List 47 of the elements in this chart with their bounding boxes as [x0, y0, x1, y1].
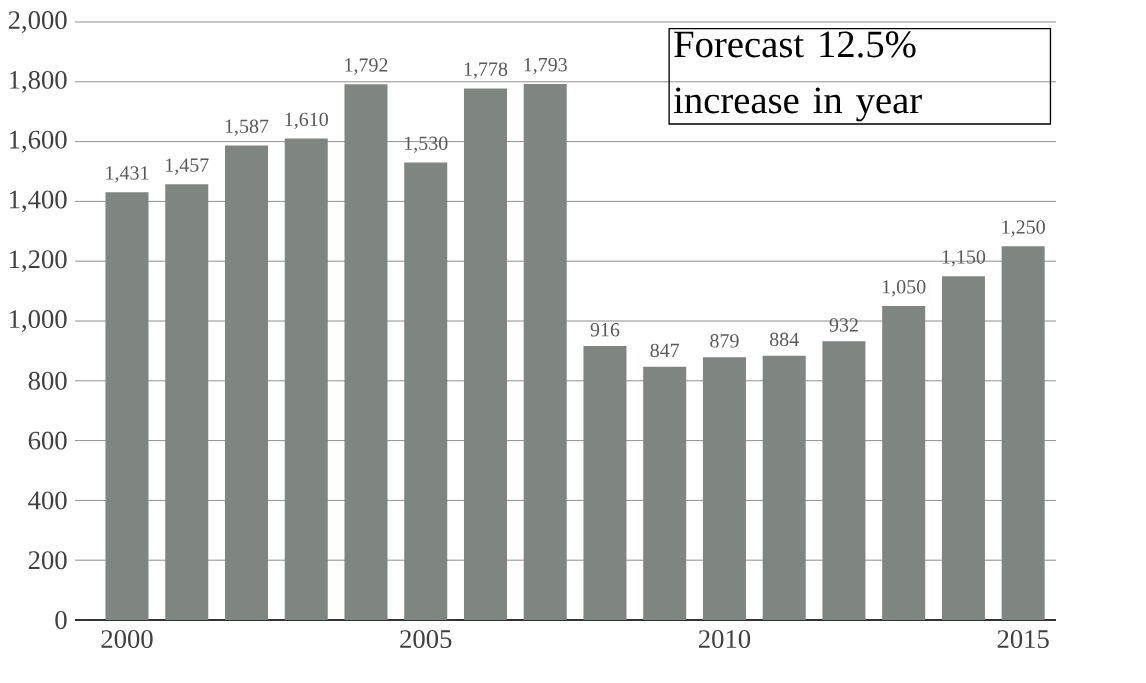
- data-label: 879: [710, 334, 739, 348]
- data-label: 1,587: [225, 119, 269, 136]
- y-tick-label: 600: [28, 431, 67, 450]
- bar: [583, 346, 627, 620]
- bar: [463, 88, 507, 620]
- y-tick-label: 800: [28, 371, 67, 390]
- data-label: 1,793: [524, 57, 567, 75]
- data-label: 1,431: [106, 166, 149, 183]
- y-tick-label: 0: [55, 611, 67, 629]
- bar: [404, 162, 448, 620]
- bar: [882, 306, 926, 620]
- data-label: 884: [769, 332, 799, 347]
- data-label: 1,778: [464, 62, 508, 79]
- bar: [702, 357, 746, 620]
- data-label: 1,150: [942, 250, 986, 267]
- bar: [643, 366, 687, 620]
- y-tick-label: 1,000: [9, 310, 67, 332]
- y-tick-label: 400: [28, 491, 67, 510]
- data-label: 1,457: [166, 158, 209, 175]
- bar: [941, 276, 985, 620]
- bar: [165, 184, 209, 620]
- bar: [762, 355, 806, 620]
- y-tick-label: 200: [28, 551, 67, 570]
- bar: [105, 192, 149, 620]
- bar: [344, 84, 388, 620]
- data-label: 1,050: [882, 280, 926, 297]
- data-label: 847: [650, 343, 680, 358]
- y-tick-label: 1,600: [9, 130, 67, 153]
- y-tick-label: 2,000: [8, 11, 67, 33]
- y-tick-label: 1,800: [9, 70, 67, 93]
- bar: [224, 145, 268, 620]
- data-label: 916: [590, 323, 620, 337]
- y-tick-label: 1,200: [9, 250, 67, 273]
- data-label: 932: [829, 318, 858, 332]
- x-tick-label: 2010: [698, 630, 751, 649]
- x-tick-label: 2015: [997, 630, 1049, 649]
- data-label: 1,610: [285, 112, 328, 130]
- bar: [523, 83, 567, 620]
- bar: [1001, 246, 1045, 620]
- x-tick-label: 2005: [400, 630, 452, 649]
- x-tick-label: 2000: [101, 630, 153, 649]
- y-tick-label: 1,400: [9, 190, 67, 213]
- data-label: 1,792: [345, 58, 388, 75]
- data-label: 1,250: [1002, 220, 1045, 237]
- bar: [284, 138, 328, 620]
- bar: [822, 341, 866, 620]
- annotation: Forecast 12.5% increase in year: [673, 31, 922, 122]
